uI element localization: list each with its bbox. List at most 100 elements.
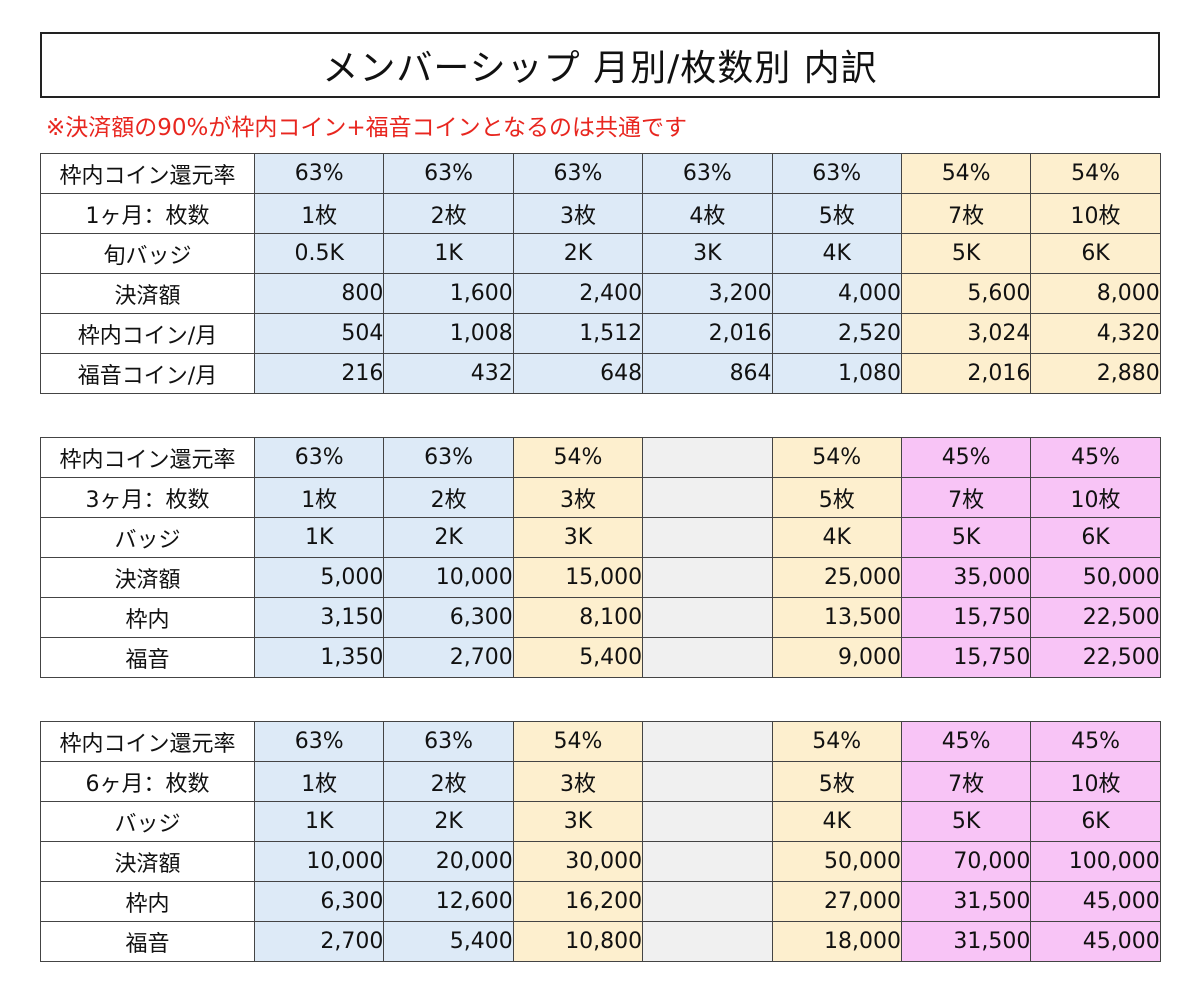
- row-label: 福音: [40, 637, 255, 678]
- table-cell: 1K: [383, 233, 514, 274]
- table-row: 枠内 3,150 6,300 8,100 13,500 15,750 22,50…: [40, 597, 1161, 638]
- table-cell: 3枚: [512, 761, 644, 802]
- empty-cell: [642, 921, 773, 962]
- table-cell: 2枚: [383, 193, 514, 234]
- table-cell: 2,016: [900, 353, 1032, 394]
- table-cell: 50,000: [771, 841, 902, 882]
- table-cell: 1,512: [512, 313, 644, 354]
- table-cell: 504: [253, 313, 385, 354]
- table-cell: 2枚: [383, 761, 514, 802]
- table-cell: 35,000: [900, 557, 1032, 598]
- table-cell: 5,600: [900, 273, 1032, 314]
- table-cell: 5K: [900, 517, 1032, 558]
- table-cell: 1K: [253, 801, 385, 842]
- empty-cell: [642, 881, 773, 922]
- empty-cell: [642, 477, 773, 518]
- table-cell: 4K: [771, 233, 902, 274]
- empty-cell: [642, 557, 773, 598]
- table-cell: 63%: [253, 721, 385, 762]
- table-cell: 45,000: [1030, 921, 1161, 962]
- empty-cell: [642, 637, 773, 678]
- table-cell: 3K: [642, 233, 773, 274]
- empty-cell: [642, 437, 773, 478]
- table-cell: 63%: [512, 153, 644, 194]
- table-cell: 45%: [900, 721, 1032, 762]
- table-cell: 6K: [1030, 233, 1161, 274]
- table-cell: 2,400: [512, 273, 644, 314]
- table-cell: 4,320: [1030, 313, 1161, 354]
- table-cell: 5枚: [771, 761, 902, 802]
- table-cell: 10枚: [1030, 761, 1161, 802]
- table-cell: 4枚: [642, 193, 773, 234]
- table-cell: 18,000: [771, 921, 902, 962]
- monthly-table: 枠内コイン還元率 63% 63% 63% 63% 63% 54% 54% 1ヶ月…: [40, 153, 1161, 394]
- table-cell: 1,008: [383, 313, 514, 354]
- row-label: 決済額: [40, 557, 255, 598]
- row-label: 決済額: [40, 273, 255, 314]
- table-cell: 2枚: [383, 477, 514, 518]
- table-cell: 3枚: [512, 477, 644, 518]
- row-label: 3ヶ月：枚数: [40, 477, 255, 518]
- page-title: メンバーシップ 月別/枚数別 内訳: [40, 32, 1160, 98]
- three-month-table: 枠内コイン還元率 63% 63% 54% 54% 45% 45% 3ヶ月：枚数 …: [40, 437, 1161, 678]
- row-label: 6ヶ月：枚数: [40, 761, 255, 802]
- table-cell: 45%: [900, 437, 1032, 478]
- table-cell: 63%: [383, 153, 514, 194]
- table-cell: 4K: [771, 801, 902, 842]
- row-label: 枠内: [40, 881, 255, 922]
- table-cell: 2,016: [642, 313, 773, 354]
- empty-cell: [642, 517, 773, 558]
- table-cell: 6K: [1030, 517, 1161, 558]
- table-cell: 30,000: [512, 841, 644, 882]
- table-cell: 9,000: [771, 637, 902, 678]
- row-label: バッジ: [40, 801, 255, 842]
- table-cell: 54%: [1030, 153, 1161, 194]
- table-row: 福音 2,700 5,400 10,800 18,000 31,500 45,0…: [40, 921, 1161, 962]
- table-cell: 15,750: [900, 637, 1032, 678]
- row-label: 決済額: [40, 841, 255, 882]
- table-cell: 63%: [253, 437, 385, 478]
- table-cell: 216: [253, 353, 385, 394]
- table-cell: 16,200: [512, 881, 644, 922]
- empty-cell: [642, 721, 773, 762]
- row-label: 1ヶ月：枚数: [40, 193, 255, 234]
- empty-cell: [642, 841, 773, 882]
- table-cell: 15,000: [512, 557, 644, 598]
- table-cell: 54%: [771, 437, 902, 478]
- table-cell: 5枚: [771, 193, 902, 234]
- table-row: 6ヶ月：枚数 1枚 2枚 3枚 5枚 7枚 10枚: [40, 761, 1161, 802]
- row-label: 旬バッジ: [40, 233, 255, 274]
- note-text: ※決済額の90%が枠内コイン+福音コインとなるのは共通です: [46, 115, 687, 141]
- table-cell: 25,000: [771, 557, 902, 598]
- table-cell: 22,500: [1030, 597, 1161, 638]
- table-cell: 5,400: [512, 637, 644, 678]
- table-cell: 1,600: [383, 273, 514, 314]
- table-row: 決済額 10,000 20,000 30,000 50,000 70,000 1…: [40, 841, 1161, 882]
- table-cell: 2K: [383, 517, 514, 558]
- table-cell: 2,880: [1030, 353, 1161, 394]
- empty-cell: [642, 761, 773, 802]
- table-cell: 100,000: [1030, 841, 1161, 882]
- row-label: 枠内コイン還元率: [40, 153, 255, 194]
- table-cell: 10,000: [253, 841, 385, 882]
- table-cell: 2,700: [383, 637, 514, 678]
- table-row: 1ヶ月：枚数 1枚 2枚 3枚 4枚 5枚 7枚 10枚: [40, 193, 1161, 234]
- table-cell: 63%: [383, 721, 514, 762]
- table-cell: 22,500: [1030, 637, 1161, 678]
- table-row: 枠内 6,300 12,600 16,200 27,000 31,500 45,…: [40, 881, 1161, 922]
- table-cell: 6K: [1030, 801, 1161, 842]
- row-label: 福音コイン/月: [40, 353, 255, 394]
- table-row: 枠内コイン還元率 63% 63% 54% 54% 45% 45%: [40, 437, 1161, 478]
- table-row: 枠内コイン/月 504 1,008 1,512 2,016 2,520 3,02…: [40, 313, 1161, 354]
- table-cell: 63%: [253, 153, 385, 194]
- empty-cell: [642, 801, 773, 842]
- table-row: 福音コイン/月 216 432 648 864 1,080 2,016 2,88…: [40, 353, 1161, 394]
- row-label: バッジ: [40, 517, 255, 558]
- table-cell: 5,000: [253, 557, 385, 598]
- table-cell: 2K: [512, 233, 644, 274]
- table-cell: 54%: [512, 437, 644, 478]
- table-row: 枠内コイン還元率 63% 63% 54% 54% 45% 45%: [40, 721, 1161, 762]
- table-cell: 1K: [253, 517, 385, 558]
- table-cell: 31,500: [900, 881, 1032, 922]
- table-cell: 45,000: [1030, 881, 1161, 922]
